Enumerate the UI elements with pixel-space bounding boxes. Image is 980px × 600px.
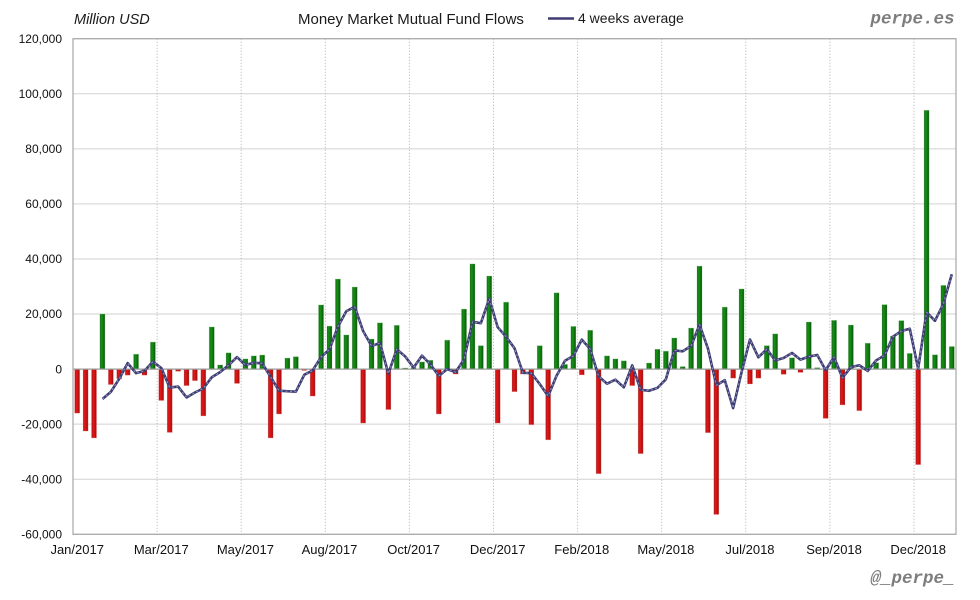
svg-text:80,000: 80,000 [25,142,62,156]
svg-text:May/2018: May/2018 [637,542,694,557]
svg-text:40,000: 40,000 [25,252,62,266]
svg-text:Feb/2018: Feb/2018 [554,542,609,557]
svg-text:Dec/2018: Dec/2018 [890,542,946,557]
svg-text:100,000: 100,000 [19,87,63,101]
svg-text:20,000: 20,000 [25,307,62,321]
svg-text:Mar/2017: Mar/2017 [134,542,189,557]
svg-text:Jul/2018: Jul/2018 [725,542,774,557]
svg-text:@_perpe_: @_perpe_ [870,569,954,589]
svg-text:May/2017: May/2017 [217,542,274,557]
svg-text:4 weeks average: 4 weeks average [578,10,684,26]
svg-text:perpe.es: perpe.es [869,10,954,30]
svg-text:60,000: 60,000 [25,197,62,211]
svg-text:-60,000: -60,000 [21,527,62,541]
svg-text:Aug/2017: Aug/2017 [302,542,358,557]
svg-text:0: 0 [55,362,62,376]
svg-text:Million USD: Million USD [74,12,150,28]
svg-text:Sep/2018: Sep/2018 [806,542,862,557]
svg-text:Dec/2017: Dec/2017 [470,542,526,557]
svg-text:Oct/2017: Oct/2017 [387,542,440,557]
svg-text:-20,000: -20,000 [21,417,62,431]
svg-text:-40,000: -40,000 [21,472,62,486]
svg-text:120,000: 120,000 [19,32,63,46]
svg-text:Jan/2017: Jan/2017 [50,542,104,557]
svg-text:Money Market Mutual Fund Flows: Money Market Mutual Fund Flows [298,11,524,28]
